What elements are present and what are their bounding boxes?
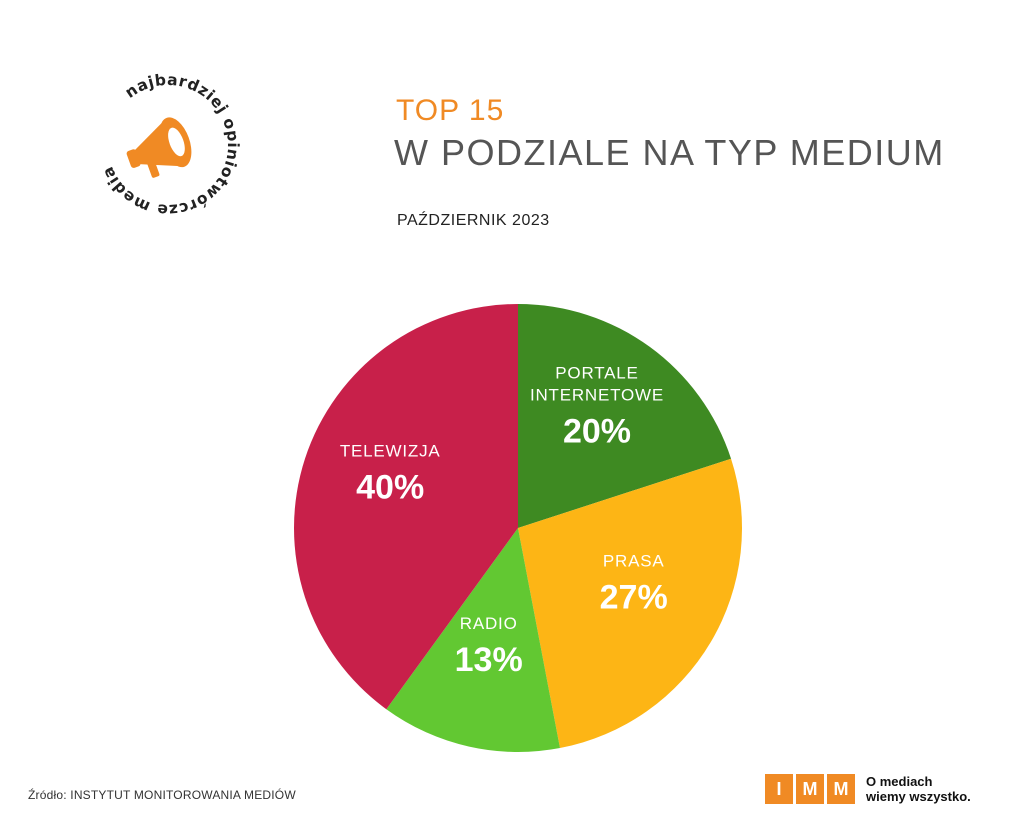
slice-label-prasa: PRASA <box>603 551 665 570</box>
megaphone-icon <box>126 117 192 178</box>
imm-tagline-2: wiemy wszystko. <box>866 789 971 804</box>
badge-logo: najbardziej opiniotwórcze media <box>78 55 258 235</box>
imm-tagline: O mediach wiemy wszystko. <box>866 774 971 804</box>
page-title: W PODZIALE NA TYP MEDIUM <box>394 132 945 173</box>
source-note: Źródło: INSTYTUT MONITOROWANIA MEDIÓW <box>28 788 296 802</box>
imm-tagline-1: O mediach <box>866 774 933 789</box>
slice-label-telewizja: TELEWIZJA <box>340 441 441 460</box>
pie-slice-prasa <box>518 458 742 749</box>
imm-logo-letter-m2: M <box>827 774 855 804</box>
slice-value-radio: 13% <box>455 641 523 679</box>
slice-label-portale-internetowe-1: PORTALE <box>555 363 638 382</box>
slice-label-portale-internetowe-2: INTERNETOWE <box>530 385 664 404</box>
imm-logo-letter-m1: M <box>796 774 824 804</box>
pie-slice-telewizja <box>294 304 518 710</box>
slice-value-prasa: 27% <box>600 578 668 616</box>
slice-value-portale-internetowe: 20% <box>563 412 631 450</box>
imm-logo: I M M O mediach wiemy wszystko. <box>765 772 971 806</box>
slice-label-radio: RADIO <box>460 614 518 633</box>
pie-slice-radio <box>386 528 560 753</box>
pie-slice-portale-internetowe <box>518 304 732 528</box>
slice-value-telewizja: 40% <box>356 468 424 506</box>
chart-subtitle: PAŹDZIERNIK 2023 <box>397 212 550 229</box>
title-top: TOP 15 <box>396 94 505 127</box>
imm-logo-letter-i: I <box>765 774 793 804</box>
